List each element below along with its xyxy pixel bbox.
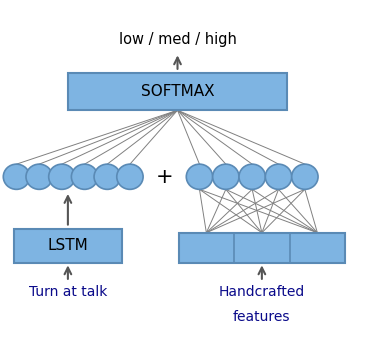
Bar xyxy=(68,74,287,110)
Text: Turn at talk: Turn at talk xyxy=(29,285,107,299)
Circle shape xyxy=(186,164,213,189)
Text: Handcrafted: Handcrafted xyxy=(219,285,305,299)
Circle shape xyxy=(26,164,52,189)
Circle shape xyxy=(265,164,292,189)
Circle shape xyxy=(292,164,318,189)
Circle shape xyxy=(3,164,30,189)
Text: features: features xyxy=(233,310,291,324)
Text: +: + xyxy=(156,167,173,187)
Circle shape xyxy=(94,164,120,189)
Text: low / med / high: low / med / high xyxy=(119,32,236,47)
Text: SOFTMAX: SOFTMAX xyxy=(141,84,214,99)
Circle shape xyxy=(71,164,98,189)
Circle shape xyxy=(117,164,143,189)
Text: LSTM: LSTM xyxy=(48,238,88,253)
Circle shape xyxy=(239,164,265,189)
Bar xyxy=(14,229,122,262)
Circle shape xyxy=(49,164,75,189)
Circle shape xyxy=(213,164,239,189)
Bar xyxy=(179,233,345,262)
